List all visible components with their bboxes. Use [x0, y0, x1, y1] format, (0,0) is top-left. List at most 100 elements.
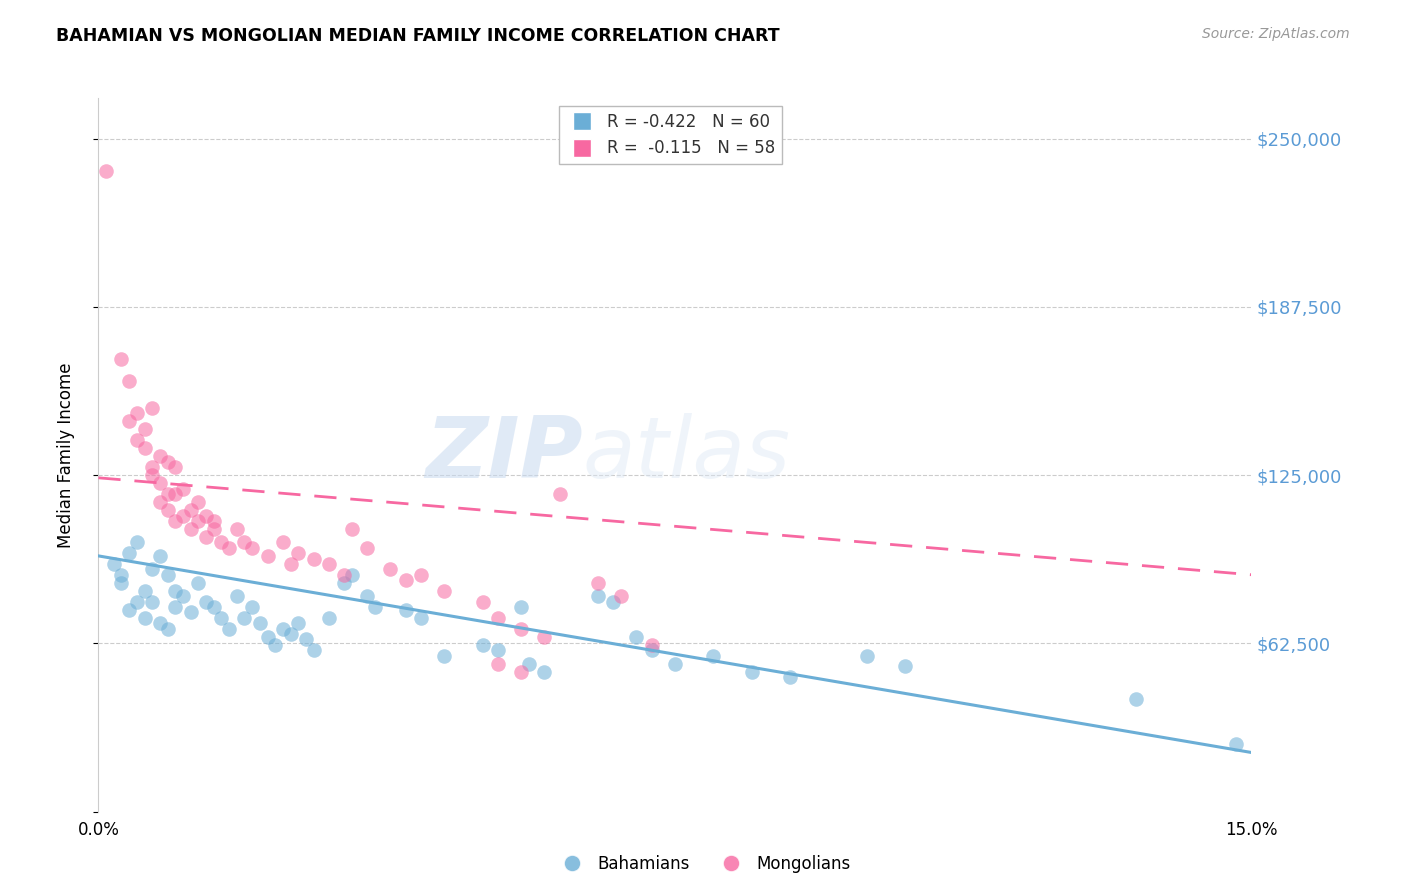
- Point: [287, 616, 309, 631]
- Point: [118, 414, 141, 428]
- Point: [280, 627, 302, 641]
- Point: [280, 557, 302, 571]
- Point: [149, 476, 172, 491]
- Point: [249, 616, 271, 631]
- Point: [110, 575, 132, 590]
- Point: [586, 589, 609, 603]
- Point: [302, 643, 325, 657]
- Point: [202, 600, 225, 615]
- Point: [225, 522, 247, 536]
- Point: [225, 589, 247, 603]
- Y-axis label: Median Family Income: Median Family Income: [56, 362, 75, 548]
- Point: [209, 535, 232, 549]
- Text: Source: ZipAtlas.com: Source: ZipAtlas.com: [1202, 27, 1350, 41]
- Point: [156, 622, 179, 636]
- Point: [165, 600, 187, 615]
- Text: BAHAMIAN VS MONGOLIAN MEDIAN FAMILY INCOME CORRELATION CHART: BAHAMIAN VS MONGOLIAN MEDIAN FAMILY INCO…: [56, 27, 780, 45]
- Point: [356, 589, 378, 603]
- Point: [602, 595, 624, 609]
- Point: [340, 567, 363, 582]
- Point: [333, 575, 356, 590]
- Point: [187, 575, 209, 590]
- Point: [295, 632, 318, 647]
- Point: [510, 600, 533, 615]
- Point: [165, 460, 187, 475]
- Point: [172, 482, 194, 496]
- Point: [125, 406, 148, 420]
- Point: [240, 600, 263, 615]
- Point: [195, 530, 218, 544]
- Point: [318, 557, 340, 571]
- Point: [271, 622, 294, 636]
- Point: [626, 630, 648, 644]
- Point: [510, 665, 533, 679]
- Point: [533, 630, 555, 644]
- Point: [233, 535, 256, 549]
- Point: [172, 508, 194, 523]
- Point: [134, 422, 156, 436]
- Point: [741, 665, 763, 679]
- Text: ZIP: ZIP: [425, 413, 582, 497]
- Point: [165, 487, 187, 501]
- Point: [302, 551, 325, 566]
- Point: [141, 401, 163, 415]
- Point: [149, 495, 172, 509]
- Point: [156, 487, 179, 501]
- Point: [125, 433, 148, 447]
- Point: [256, 630, 278, 644]
- Point: [471, 638, 494, 652]
- Point: [180, 522, 202, 536]
- Point: [1125, 691, 1147, 706]
- Point: [779, 670, 801, 684]
- Point: [486, 657, 509, 671]
- Point: [172, 589, 194, 603]
- Point: [510, 622, 533, 636]
- Point: [486, 643, 509, 657]
- Point: [134, 441, 156, 455]
- Point: [156, 503, 179, 517]
- Point: [664, 657, 686, 671]
- Point: [134, 611, 156, 625]
- Point: [180, 503, 202, 517]
- Point: [110, 352, 132, 367]
- Point: [149, 450, 172, 464]
- Legend: Bahamians, Mongolians: Bahamians, Mongolians: [548, 848, 858, 880]
- Point: [165, 514, 187, 528]
- Point: [195, 508, 218, 523]
- Point: [94, 164, 117, 178]
- Point: [202, 514, 225, 528]
- Point: [141, 595, 163, 609]
- Point: [287, 546, 309, 560]
- Point: [218, 622, 240, 636]
- Point: [548, 487, 571, 501]
- Point: [264, 638, 287, 652]
- Point: [395, 573, 418, 587]
- Point: [256, 549, 278, 563]
- Point: [333, 567, 356, 582]
- Point: [218, 541, 240, 555]
- Point: [195, 595, 218, 609]
- Point: [433, 583, 456, 598]
- Point: [165, 583, 187, 598]
- Point: [411, 611, 433, 625]
- Point: [395, 603, 418, 617]
- Point: [356, 541, 378, 555]
- Point: [149, 549, 172, 563]
- Point: [202, 522, 225, 536]
- Point: [856, 648, 879, 663]
- Point: [156, 567, 179, 582]
- Point: [271, 535, 294, 549]
- Point: [641, 638, 664, 652]
- Point: [187, 514, 209, 528]
- Point: [380, 562, 402, 576]
- Point: [110, 567, 132, 582]
- Point: [1225, 738, 1247, 752]
- Point: [586, 575, 609, 590]
- Point: [340, 522, 363, 536]
- Text: atlas: atlas: [582, 413, 790, 497]
- Point: [233, 611, 256, 625]
- Point: [134, 583, 156, 598]
- Point: [702, 648, 724, 663]
- Point: [187, 495, 209, 509]
- Point: [641, 643, 664, 657]
